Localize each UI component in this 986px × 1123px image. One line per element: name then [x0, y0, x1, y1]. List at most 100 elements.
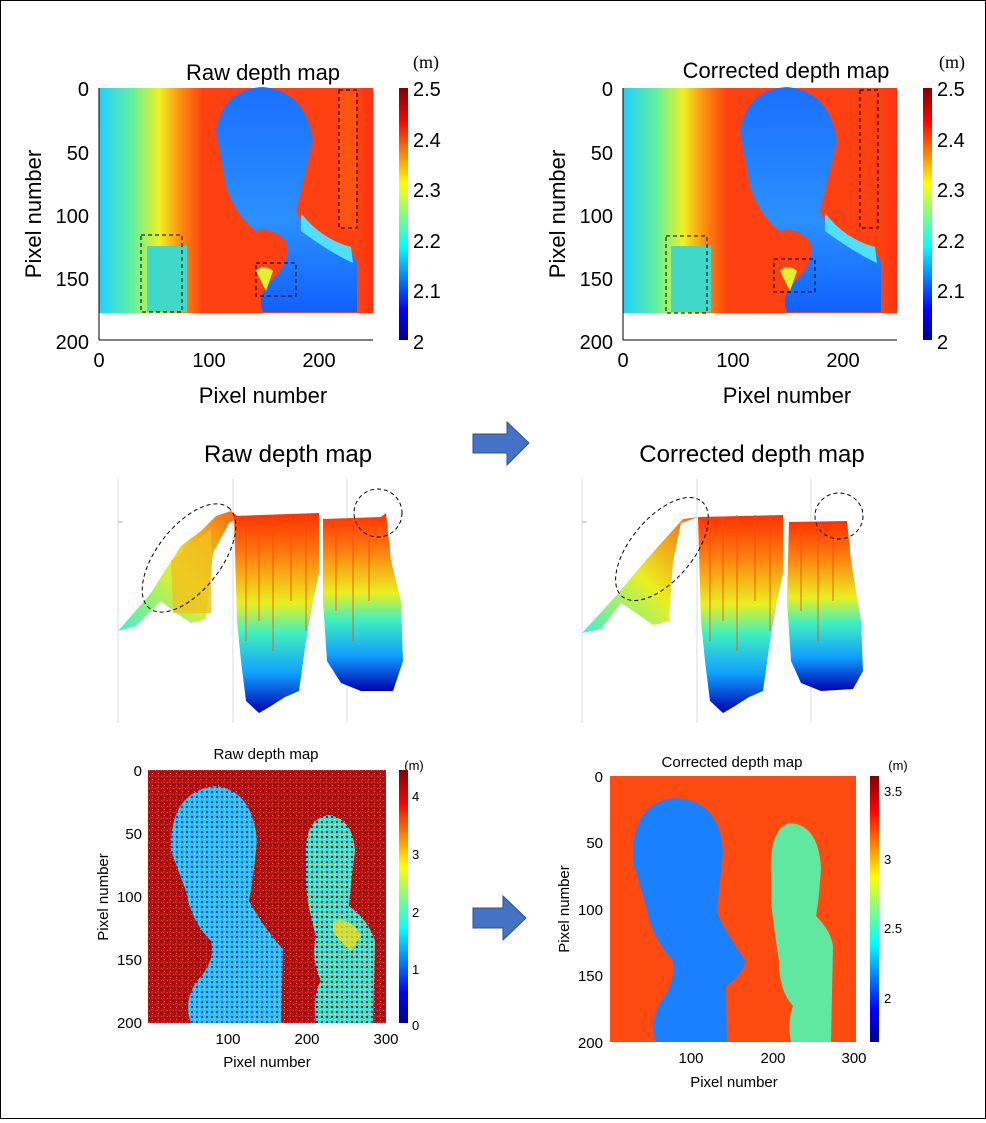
- panel-title: Raw depth map: [213, 746, 318, 763]
- x-tick: 100: [716, 350, 749, 372]
- y-tick: 50: [591, 143, 613, 165]
- colorbar-tick: 1: [412, 962, 419, 977]
- colorbar-tick: 2.5: [937, 79, 965, 101]
- panel-mid-right: Corrected depth map: [581, 441, 865, 723]
- colorbar-tick: 2.4: [413, 130, 441, 152]
- colorbar-ticks: 4 3 2 1 0: [412, 789, 419, 1033]
- x-tick: 100: [192, 350, 225, 372]
- y-tick: 0: [595, 769, 603, 786]
- colorbar-tick: 2: [413, 332, 424, 354]
- colorbar-tick: 2.5: [884, 921, 902, 936]
- y-axis-label: Pixel number: [556, 865, 573, 953]
- x-ticks: 100 200 300: [215, 1031, 398, 1048]
- y-tick: 150: [578, 968, 603, 985]
- y-axis-label: Pixel number: [545, 150, 570, 278]
- y-axis-label: Pixel number: [95, 853, 112, 941]
- colorbar-tick: 2.2: [937, 231, 965, 253]
- panel-top-left: Raw depth map (m) 0 50 100 150 200 0 100: [21, 52, 441, 408]
- colorbar-ticks: 3.5 3 2.5 2: [884, 784, 902, 1006]
- colorbar: [923, 88, 932, 340]
- colorbar-tick: 3: [412, 847, 419, 862]
- colorbar-tick: 3: [884, 852, 891, 867]
- x-axis-label: Pixel number: [223, 1054, 311, 1071]
- x-tick: 0: [617, 350, 628, 372]
- depth-image: [148, 770, 386, 1023]
- y-ticks: 0 50 100 150 200: [578, 769, 603, 1052]
- y-tick: 200: [56, 332, 89, 354]
- x-tick: 200: [826, 350, 859, 372]
- panel-title: Raw depth map: [204, 441, 372, 468]
- x-axis-label: Pixel number: [723, 383, 851, 408]
- x-ticks: 0 100 200: [93, 350, 335, 372]
- panel-title: Corrected depth map: [639, 441, 864, 468]
- x-axis-label: Pixel number: [199, 383, 327, 408]
- panel-title: Corrected depth map: [683, 58, 890, 83]
- annotation-box: [665, 89, 879, 314]
- colorbar-tick: 2.2: [413, 231, 441, 253]
- panel-title: Corrected depth map: [662, 754, 803, 771]
- colorbar-tick: 2: [937, 332, 948, 354]
- colorbar-unit: (m): [939, 52, 965, 73]
- y-tick: 150: [580, 269, 613, 291]
- y-tick: 50: [125, 826, 142, 843]
- depth-image: [610, 776, 856, 1042]
- colorbar-tick: 2.3: [937, 180, 965, 202]
- right-arrow-icon: [472, 894, 527, 942]
- y-tick: 100: [578, 902, 603, 919]
- y-tick: 0: [134, 763, 142, 780]
- y-tick: 100: [580, 206, 613, 228]
- x-tick: 100: [215, 1031, 240, 1048]
- y-tick: 150: [56, 269, 89, 291]
- annotation-box: [140, 89, 358, 313]
- x-tick: 200: [302, 350, 335, 372]
- panel-top-right: Corrected depth map (m) 0 50 100 150 200…: [545, 52, 965, 408]
- panel-title: Raw depth map: [186, 60, 340, 85]
- y-tick: 100: [56, 206, 89, 228]
- colorbar-unit: (m): [404, 758, 424, 773]
- colorbar: [870, 776, 879, 1042]
- colorbar-tick: 2.1: [413, 281, 441, 303]
- y-ticks: 0 50 100 150 200: [117, 763, 142, 1032]
- colorbar-tick: 2.3: [413, 180, 441, 202]
- colorbar-tick: 2.1: [937, 281, 965, 303]
- colorbar-unit: (m): [413, 52, 439, 73]
- y-tick: 0: [78, 79, 89, 101]
- y-axis-label: Pixel number: [21, 150, 46, 278]
- x-tick: 100: [678, 1050, 703, 1067]
- x-ticks: 0 100 200: [617, 350, 859, 372]
- surface-plot: [117, 479, 403, 723]
- x-tick: 300: [373, 1031, 398, 1048]
- x-tick: 300: [841, 1050, 866, 1067]
- y-tick: 200: [117, 1015, 142, 1032]
- colorbar-tick: 0: [412, 1018, 419, 1033]
- surface-plot: [581, 479, 864, 723]
- panel-bottom-left: Raw depth map (m) 0 50 100 150 200 100 2…: [95, 746, 424, 1071]
- x-tick: 200: [294, 1031, 319, 1048]
- x-tick: 0: [93, 350, 104, 372]
- y-ticks: 0 50 100 150 200: [56, 79, 89, 354]
- depth-image: [99, 87, 373, 313]
- colorbar-ticks: 2.5 2.4 2.3 2.2 2.1 2: [413, 79, 441, 354]
- depth-image: [623, 87, 897, 313]
- colorbar-ticks: 2.5 2.4 2.3 2.2 2.1 2: [937, 79, 965, 354]
- colorbar-tick: 4: [412, 789, 419, 804]
- y-tick: 200: [580, 332, 613, 354]
- colorbar-tick: 2.4: [937, 130, 965, 152]
- colorbar-tick: 2: [884, 991, 891, 1006]
- colorbar: [399, 88, 408, 340]
- colorbar-unit: (m): [888, 758, 908, 773]
- x-axis-label: Pixel number: [690, 1074, 778, 1091]
- right-arrow-icon: [472, 420, 530, 467]
- panel-mid-left: Raw depth map: [117, 441, 403, 723]
- y-tick: 50: [586, 835, 603, 852]
- y-tick: 50: [67, 143, 89, 165]
- y-ticks: 0 50 100 150 200: [580, 79, 613, 354]
- colorbar-tick: 3.5: [884, 784, 902, 799]
- y-tick: 150: [117, 952, 142, 969]
- colorbar: [399, 770, 408, 1023]
- panel-bottom-right: Corrected depth map (m) 0 50 100 150 200…: [556, 754, 908, 1091]
- x-ticks: 100 200 300: [678, 1050, 866, 1067]
- y-tick: 100: [117, 889, 142, 906]
